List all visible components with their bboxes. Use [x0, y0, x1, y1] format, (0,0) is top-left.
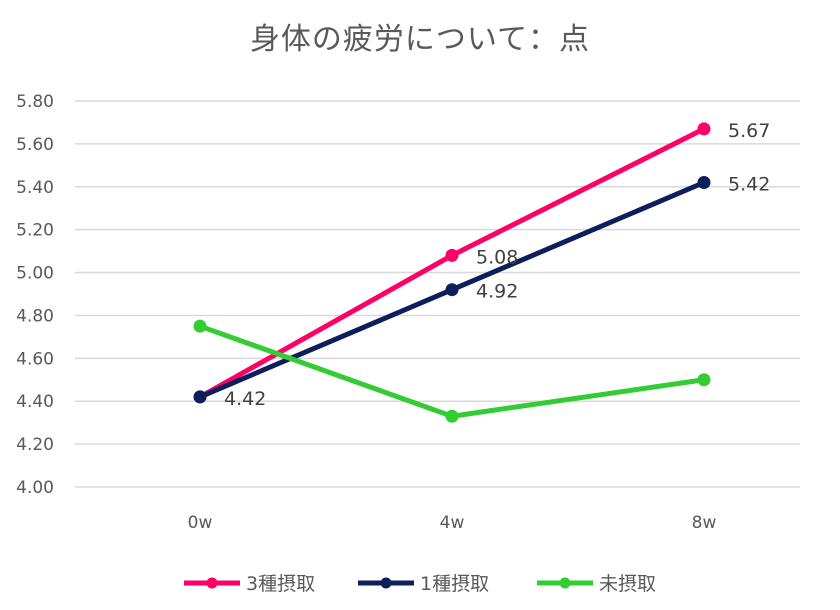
data-label: 4.92: [476, 281, 518, 303]
legend-label: 未摂取: [599, 573, 656, 595]
y-tick-label: 4.60: [16, 349, 54, 369]
data-point: [697, 373, 711, 387]
series-line: [198, 126, 706, 400]
data-label: 5.08: [476, 246, 518, 268]
legend-swatch-marker: [559, 577, 571, 589]
data-point: [445, 248, 459, 262]
data-point: [193, 390, 207, 404]
y-tick-label: 5.00: [16, 264, 54, 284]
data-label: 5.42: [728, 173, 770, 195]
y-tick-label: 4.00: [16, 478, 54, 498]
y-tick-label: 5.20: [16, 221, 54, 241]
x-tick-label: 4w: [440, 513, 465, 533]
data-label: 4.42: [224, 388, 266, 410]
y-tick-label: 4.20: [16, 435, 54, 455]
data-point: [697, 122, 711, 136]
y-tick-label: 4.40: [16, 392, 54, 412]
data-point: [193, 319, 207, 333]
chart-title: 身体の疲労について：点: [249, 22, 591, 57]
data-point: [445, 409, 459, 423]
data-point: [445, 283, 459, 297]
legend-swatch-marker: [380, 577, 392, 589]
y-tick-label: 5.40: [16, 178, 54, 198]
legend-label: 3種摂取: [246, 573, 315, 595]
data-label: 5.67: [728, 120, 770, 142]
data-point: [697, 175, 711, 189]
legend-label: 1種摂取: [420, 573, 489, 595]
x-tick-label: 8w: [692, 513, 717, 533]
legend-swatch-marker: [206, 577, 218, 589]
x-tick-label: 0w: [188, 513, 213, 533]
series-line: [199, 323, 705, 419]
y-tick-label: 5.60: [16, 135, 54, 155]
y-tick-label: 4.80: [16, 306, 54, 326]
y-tick-label: 5.80: [16, 92, 54, 112]
